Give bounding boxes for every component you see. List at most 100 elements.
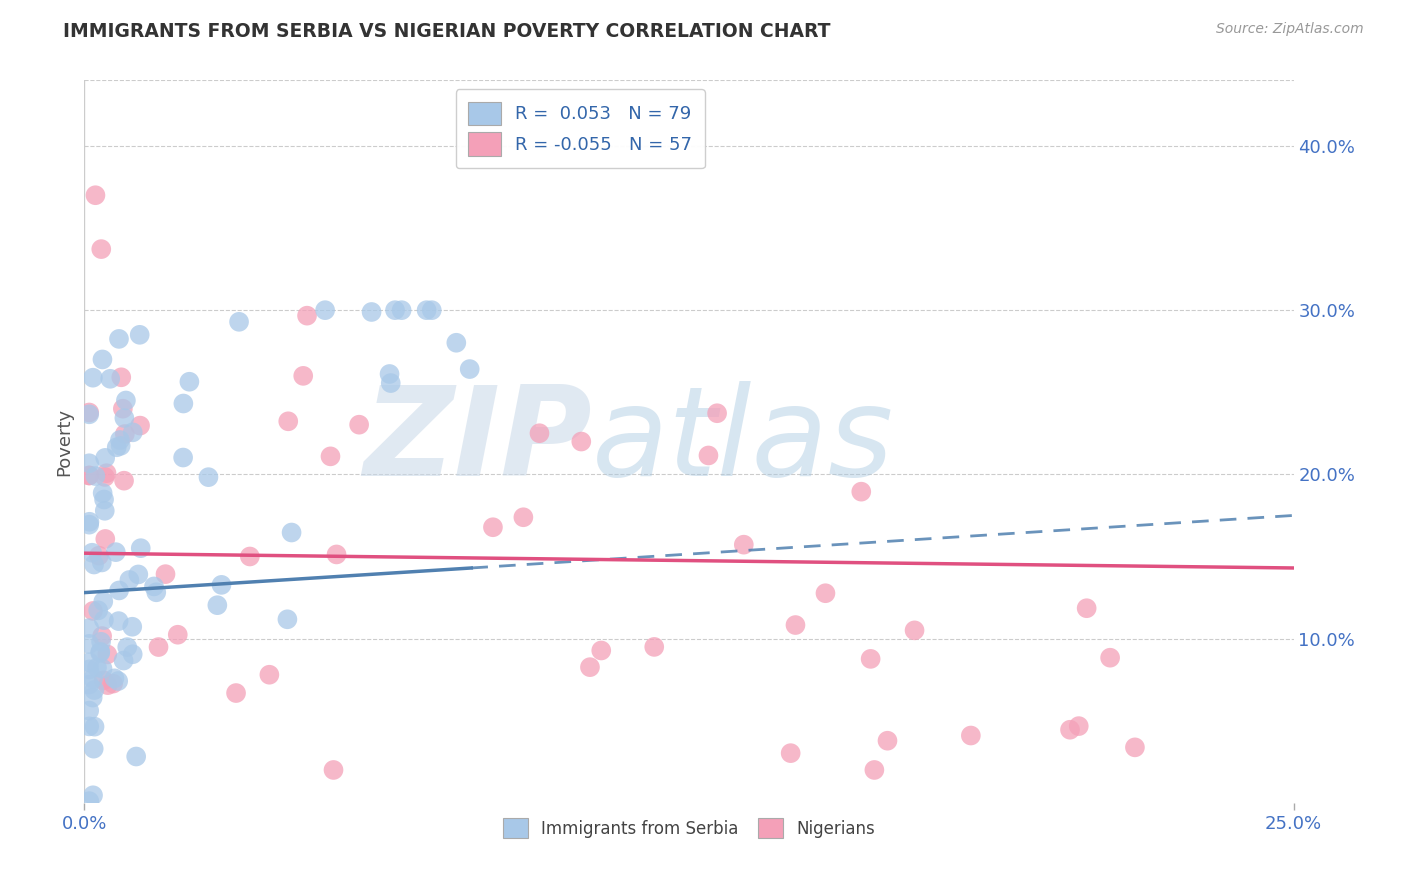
Point: [93, 492, 115, 507]
Point: [82, 690, 104, 705]
Point: [93, 613, 115, 627]
Point: [239, 549, 262, 564]
Point: [77, 468, 100, 483]
Point: [82, 546, 104, 560]
Point: [87, 549, 110, 563]
Point: [91, 629, 114, 643]
Point: [77, 637, 100, 651]
Point: [77, 655, 100, 669]
Point: [82, 789, 104, 803]
Point: [148, 640, 170, 654]
Point: [82, 604, 104, 618]
Point: [360, 305, 382, 319]
Text: ZIP: ZIP: [364, 381, 592, 502]
Point: [115, 393, 138, 408]
Point: [277, 414, 299, 428]
Point: [380, 376, 402, 390]
Point: [82, 370, 104, 384]
Point: [105, 440, 128, 454]
Point: [211, 578, 233, 592]
Point: [107, 673, 129, 688]
Point: [91, 662, 114, 676]
Point: [415, 303, 437, 318]
Point: [129, 418, 152, 433]
Point: [121, 425, 143, 440]
Point: [83, 741, 105, 756]
Legend: Immigrants from Serbia, Nigerians: Immigrants from Serbia, Nigerians: [496, 812, 882, 845]
Point: [259, 667, 281, 681]
Text: Source: ZipAtlas.com: Source: ZipAtlas.com: [1216, 22, 1364, 37]
Point: [697, 449, 720, 463]
Point: [197, 470, 219, 484]
Point: [960, 729, 983, 743]
Point: [512, 510, 534, 524]
Point: [77, 662, 100, 676]
Point: [207, 598, 229, 612]
Point: [319, 450, 342, 464]
Point: [83, 683, 105, 698]
Point: [114, 427, 136, 442]
Point: [1059, 723, 1081, 737]
Point: [179, 375, 201, 389]
Point: [96, 466, 118, 480]
Point: [145, 585, 167, 599]
Point: [155, 567, 177, 582]
Point: [458, 362, 481, 376]
Point: [903, 624, 925, 638]
Point: [112, 474, 135, 488]
Point: [292, 368, 315, 383]
Point: [347, 417, 370, 432]
Text: atlas: atlas: [592, 381, 894, 502]
Point: [643, 640, 665, 654]
Point: [77, 456, 100, 470]
Point: [110, 439, 132, 453]
Point: [94, 532, 117, 546]
Point: [77, 468, 100, 483]
Point: [91, 352, 114, 367]
Point: [107, 614, 129, 628]
Point: [228, 315, 250, 329]
Point: [86, 660, 108, 674]
Point: [112, 411, 135, 425]
Point: [1099, 650, 1122, 665]
Point: [77, 677, 100, 691]
Point: [90, 634, 112, 648]
Point: [84, 188, 107, 202]
Point: [785, 618, 807, 632]
Point: [143, 579, 166, 593]
Point: [166, 628, 188, 642]
Point: [77, 517, 100, 532]
Point: [482, 520, 505, 534]
Point: [91, 594, 114, 608]
Point: [129, 541, 152, 556]
Point: [90, 556, 112, 570]
Point: [77, 621, 100, 635]
Point: [851, 484, 873, 499]
Point: [98, 372, 121, 386]
Point: [276, 612, 298, 626]
Point: [94, 504, 117, 518]
Text: IMMIGRANTS FROM SERBIA VS NIGERIAN POVERTY CORRELATION CHART: IMMIGRANTS FROM SERBIA VS NIGERIAN POVER…: [63, 22, 831, 41]
Point: [112, 654, 135, 668]
Point: [89, 645, 111, 659]
Point: [96, 648, 118, 662]
Point: [77, 704, 100, 718]
Point: [103, 671, 125, 685]
Point: [859, 652, 882, 666]
Point: [108, 433, 131, 447]
Point: [110, 370, 132, 384]
Point: [391, 303, 413, 318]
Point: [378, 367, 401, 381]
Point: [77, 719, 100, 733]
Point: [121, 647, 143, 661]
Point: [733, 538, 755, 552]
Point: [108, 583, 131, 598]
Point: [118, 573, 141, 587]
Point: [314, 303, 336, 318]
Point: [446, 335, 468, 350]
Point: [579, 660, 602, 674]
Point: [83, 558, 105, 572]
Point: [529, 426, 551, 441]
Point: [420, 303, 443, 318]
Point: [128, 327, 150, 342]
